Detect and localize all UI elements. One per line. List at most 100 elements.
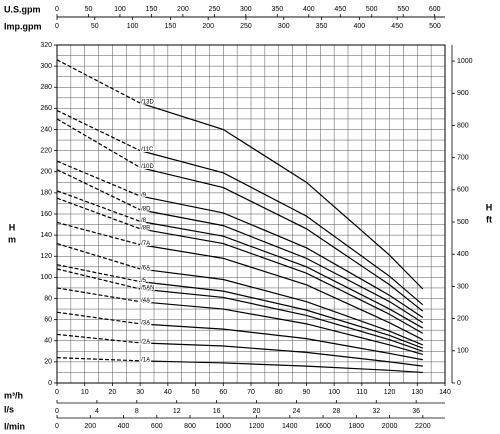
y-tick-label: 100 (40, 274, 52, 281)
curve-label: /9 (141, 193, 147, 199)
curve-label: /8B (141, 225, 150, 231)
top-axis-tick-label: 400 (354, 23, 366, 30)
curve (140, 244, 424, 341)
x-tick-label: 50 (192, 389, 200, 396)
curve (140, 166, 424, 312)
y2-tick-label: 200 (457, 315, 469, 322)
y2-tick-label: 400 (457, 251, 469, 258)
bottom-axis-tick-label: 36 (412, 408, 420, 415)
top-axis-tick-label: 500 (429, 23, 441, 30)
curve (140, 288, 424, 352)
x-label: m³/h (4, 390, 23, 400)
curve-dashed (56, 333, 141, 344)
y-tick-label: 300 (40, 63, 52, 70)
x-tick-label: 90 (303, 389, 311, 396)
x-tick-label: 40 (164, 389, 172, 396)
curve-label: /13D (141, 100, 154, 106)
y-tick-label: 20 (44, 359, 52, 366)
y-tick-label: 220 (40, 147, 52, 154)
bottom-axis-label: l/s (4, 404, 14, 414)
curve-dashed (56, 197, 141, 230)
bottom-axis-tick-label: 24 (293, 408, 301, 415)
bottom-axis-tick-label: 1400 (282, 423, 298, 430)
bottom-axis-tick-label: 2000 (382, 423, 398, 430)
curve-label: /5AN (141, 286, 154, 292)
top-axis-tick-label: 300 (240, 6, 252, 13)
y-tick-label: 180 (40, 190, 52, 197)
curve-label: /8D (141, 206, 151, 212)
bottom-axis-tick-label: 0 (55, 423, 59, 430)
top-axis-tick-label: 50 (85, 6, 93, 13)
curve-dashed (56, 357, 141, 362)
curve-label: /1A (141, 357, 150, 363)
y2-tick-label: 300 (457, 283, 469, 290)
curve-label: /3A (141, 320, 150, 326)
y2-unit: ft (486, 214, 492, 224)
curve-label: /8 (141, 218, 147, 224)
y-tick-label: 0 (48, 380, 52, 387)
top-axis-tick-label: 400 (303, 6, 315, 13)
curve-dashed (56, 169, 141, 211)
curve (140, 268, 424, 346)
curve-dashed (56, 268, 141, 290)
x-tick-label: 30 (136, 389, 144, 396)
x-tick-label: 70 (247, 389, 255, 396)
curve (140, 195, 424, 319)
top-axis-label: Imp.gpm (4, 21, 42, 31)
curve-dashed (56, 287, 141, 303)
top-axis-tick-label: 300 (278, 23, 290, 30)
x-tick-label: 20 (109, 389, 117, 396)
top-axis-tick-label: 150 (165, 23, 177, 30)
top-axis-tick-label: 150 (146, 6, 158, 13)
curve-dashed (56, 59, 141, 104)
y-unit: m (8, 234, 16, 244)
bottom-axis-tick-label: 28 (332, 408, 340, 415)
bottom-axis-tick-label: 600 (151, 423, 163, 430)
y2-tick-label: 600 (457, 187, 469, 194)
bottom-axis-tick-label: 1800 (349, 423, 365, 430)
top-axis-tick-label: 600 (429, 6, 441, 13)
top-axis-tick-label: 0 (55, 23, 59, 30)
curve-dashed (56, 264, 141, 283)
curve-label: /10D (141, 164, 154, 170)
curve (139, 150, 424, 306)
bottom-axis-tick-label: 20 (253, 408, 261, 415)
y-tick-label: 200 (40, 169, 52, 176)
curve (140, 281, 424, 349)
x-tick-label: 10 (81, 389, 89, 396)
y-tick-label: 240 (40, 126, 52, 133)
curve-dashed (56, 160, 141, 197)
bottom-axis-tick-label: 2200 (415, 423, 431, 430)
top-axis-tick-label: 50 (91, 23, 99, 30)
y-tick-label: 260 (40, 105, 52, 112)
x-tick-label: 140 (439, 389, 451, 396)
curve (140, 228, 424, 334)
top-axis-tick-label: 450 (334, 6, 346, 13)
curve-dashed (56, 109, 141, 152)
top-axis-tick-label: 0 (55, 6, 59, 13)
top-axis-tick-label: 350 (316, 23, 328, 30)
x-tick-label: 110 (356, 389, 367, 396)
curve (139, 102, 424, 290)
curve-dashed (56, 221, 141, 246)
bottom-axis-tick-label: 1200 (249, 423, 265, 430)
curve-dashed (56, 118, 141, 169)
y2-tick-label: 800 (457, 122, 469, 129)
y2-tick-label: 900 (457, 90, 469, 97)
curve (140, 209, 424, 324)
top-axis-tick-label: 200 (177, 6, 189, 13)
curve-dashed (56, 311, 141, 325)
x-tick-label: 80 (275, 389, 283, 396)
curve-label: /7A (141, 241, 150, 247)
curve (140, 323, 423, 361)
top-axis-tick-label: 550 (397, 6, 409, 13)
curve-dashed (56, 190, 141, 222)
bottom-axis-tick-label: 800 (184, 423, 196, 430)
curve-label: /4A (141, 298, 150, 304)
x-tick-label: 120 (384, 389, 396, 396)
bottom-axis-tick-label: 200 (84, 423, 96, 430)
curve (140, 360, 423, 374)
y-tick-label: 80 (44, 295, 52, 302)
y-tick-label: 120 (40, 253, 52, 260)
